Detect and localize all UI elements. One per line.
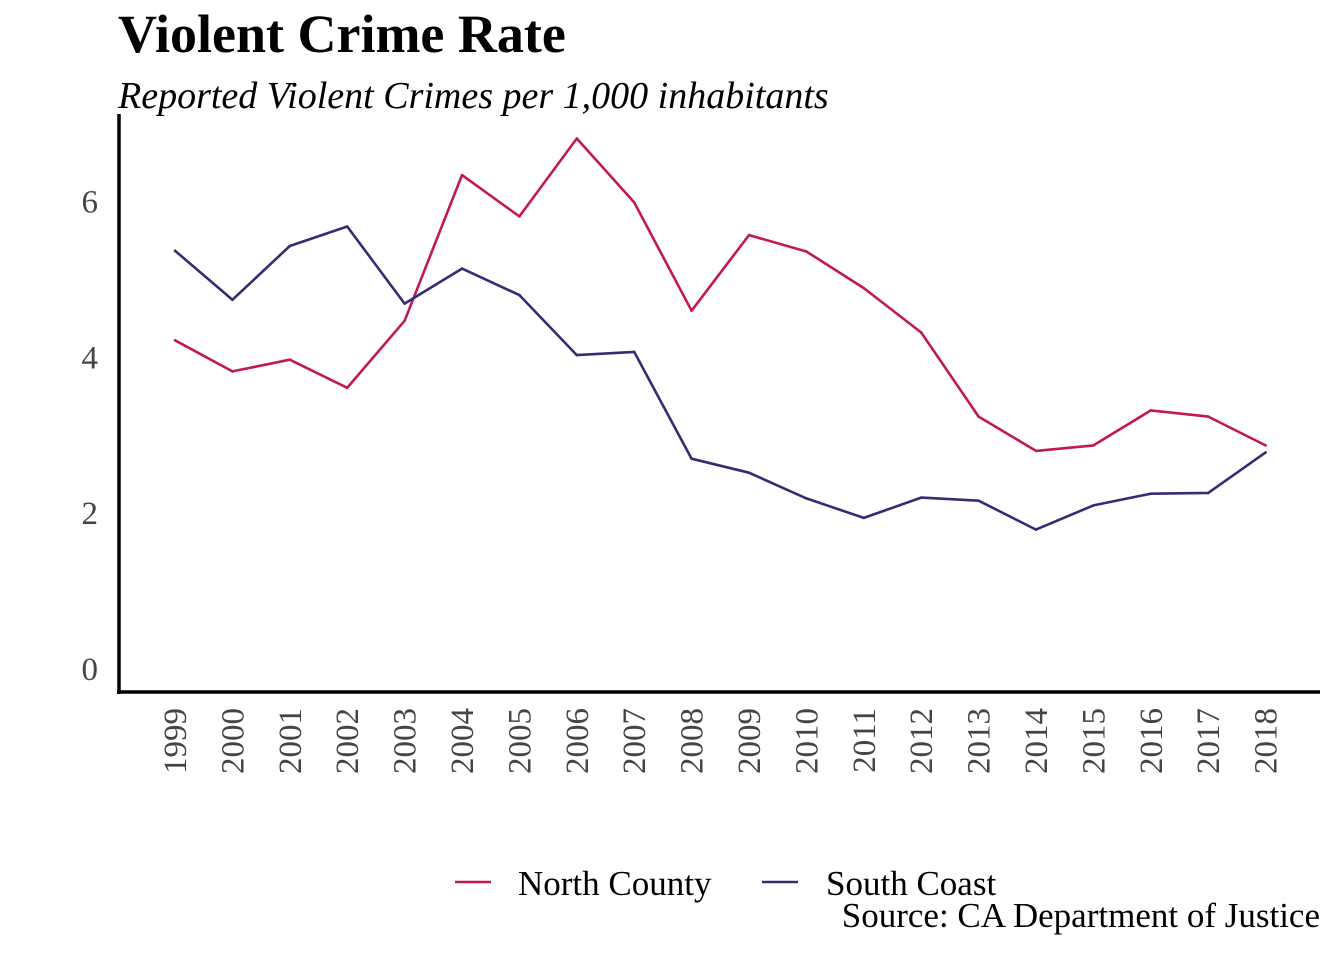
data-point-south-coast bbox=[805, 497, 808, 500]
legend-label-north-county: North County bbox=[518, 864, 712, 903]
data-point-south-coast bbox=[1092, 504, 1095, 507]
data-point-south-coast bbox=[919, 496, 923, 499]
y-tick-label: 2 bbox=[82, 496, 99, 532]
data-point-south-coast bbox=[977, 499, 980, 503]
data-point-south-coast bbox=[575, 353, 579, 357]
x-tick-label: 2001 bbox=[273, 708, 309, 774]
x-tick-label: 2000 bbox=[215, 708, 251, 774]
x-tick-label: 2017 bbox=[1191, 708, 1227, 774]
data-point-north-county bbox=[288, 358, 292, 362]
x-tick-label: 2014 bbox=[1019, 708, 1055, 774]
data-point-north-county bbox=[919, 331, 923, 334]
x-tick-label: 2011 bbox=[847, 708, 883, 773]
series-line-south-coast bbox=[174, 225, 1267, 531]
data-point-north-county bbox=[805, 250, 808, 253]
data-point-north-county bbox=[1034, 449, 1038, 453]
data-point-south-coast bbox=[231, 298, 234, 302]
x-tick-label: 2015 bbox=[1076, 708, 1112, 774]
data-point-north-county bbox=[1149, 409, 1153, 412]
data-point-north-county bbox=[1092, 444, 1095, 447]
data-point-north-county bbox=[862, 286, 866, 290]
x-tick-label: 2010 bbox=[789, 708, 825, 774]
data-point-south-coast bbox=[288, 244, 292, 248]
data-point-north-county bbox=[1206, 415, 1210, 418]
data-point-north-county bbox=[747, 233, 751, 237]
data-point-north-county bbox=[632, 201, 636, 204]
x-tick-label: 2016 bbox=[1134, 708, 1170, 774]
y-axis-ticks: 0 2 4 6 bbox=[82, 185, 99, 688]
x-tick-label: 2004 bbox=[445, 708, 481, 774]
x-tick-label: 2012 bbox=[904, 708, 940, 774]
legend: North County South Coast bbox=[455, 864, 996, 903]
data-point-north-county bbox=[403, 319, 406, 323]
data-point-north-county bbox=[977, 415, 980, 418]
data-point-north-county bbox=[1264, 444, 1267, 447]
data-point-north-county bbox=[460, 173, 464, 177]
y-tick-label: 4 bbox=[82, 340, 99, 376]
data-point-south-coast bbox=[862, 516, 866, 520]
data-point-south-coast bbox=[690, 457, 693, 460]
data-point-south-coast bbox=[1149, 492, 1153, 496]
series-lines bbox=[173, 137, 1267, 531]
x-tick-label: 2007 bbox=[617, 708, 653, 774]
x-tick-label: 2005 bbox=[502, 708, 538, 774]
data-point-south-coast bbox=[632, 350, 636, 354]
data-point-north-county bbox=[231, 370, 234, 373]
data-point-south-coast bbox=[403, 302, 406, 305]
series-line-north-county bbox=[174, 137, 1267, 453]
x-axis-ticks: 1999 2000 2001 2002 2003 2004 2005 2006 2007 2008… bbox=[158, 708, 1285, 774]
x-tick-label: 2008 bbox=[675, 708, 711, 774]
data-point-north-county bbox=[518, 215, 521, 218]
chart-subtitle: Reported Violent Crimes per 1,000 inhabi… bbox=[118, 75, 829, 117]
x-tick-label: 2002 bbox=[330, 708, 366, 774]
x-tick-label: 2006 bbox=[560, 708, 596, 774]
x-tick-label: 2013 bbox=[962, 708, 998, 774]
data-point-north-county bbox=[173, 338, 177, 342]
x-tick-label: 1999 bbox=[158, 708, 194, 774]
chart-title: Violent Crime Rate bbox=[118, 4, 566, 64]
data-point-south-coast bbox=[518, 293, 521, 297]
legend-label-south-coast: South Coast bbox=[826, 864, 996, 903]
x-tick-label: 2009 bbox=[732, 708, 768, 774]
data-point-south-coast bbox=[1264, 451, 1267, 454]
data-point-south-coast bbox=[747, 471, 751, 474]
x-tick-label: 2003 bbox=[388, 708, 424, 774]
source-caption: Source: CA Department of Justice bbox=[841, 896, 1320, 935]
data-point-north-county bbox=[345, 386, 349, 390]
x-tick-label: 2018 bbox=[1249, 708, 1285, 774]
data-point-north-county bbox=[575, 137, 579, 140]
data-point-south-coast bbox=[1206, 491, 1210, 495]
y-tick-label: 6 bbox=[82, 185, 99, 221]
data-point-south-coast bbox=[173, 249, 177, 252]
data-point-south-coast bbox=[345, 225, 349, 228]
y-tick-label: 0 bbox=[82, 652, 99, 688]
data-point-north-county bbox=[690, 309, 693, 312]
data-point-south-coast bbox=[1034, 528, 1038, 531]
data-point-south-coast bbox=[460, 267, 464, 270]
